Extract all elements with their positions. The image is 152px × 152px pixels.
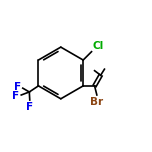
Text: Cl: Cl <box>92 41 104 51</box>
Text: F: F <box>12 91 19 101</box>
Text: Br: Br <box>90 97 103 107</box>
Text: F: F <box>14 82 21 92</box>
Text: F: F <box>26 102 34 112</box>
